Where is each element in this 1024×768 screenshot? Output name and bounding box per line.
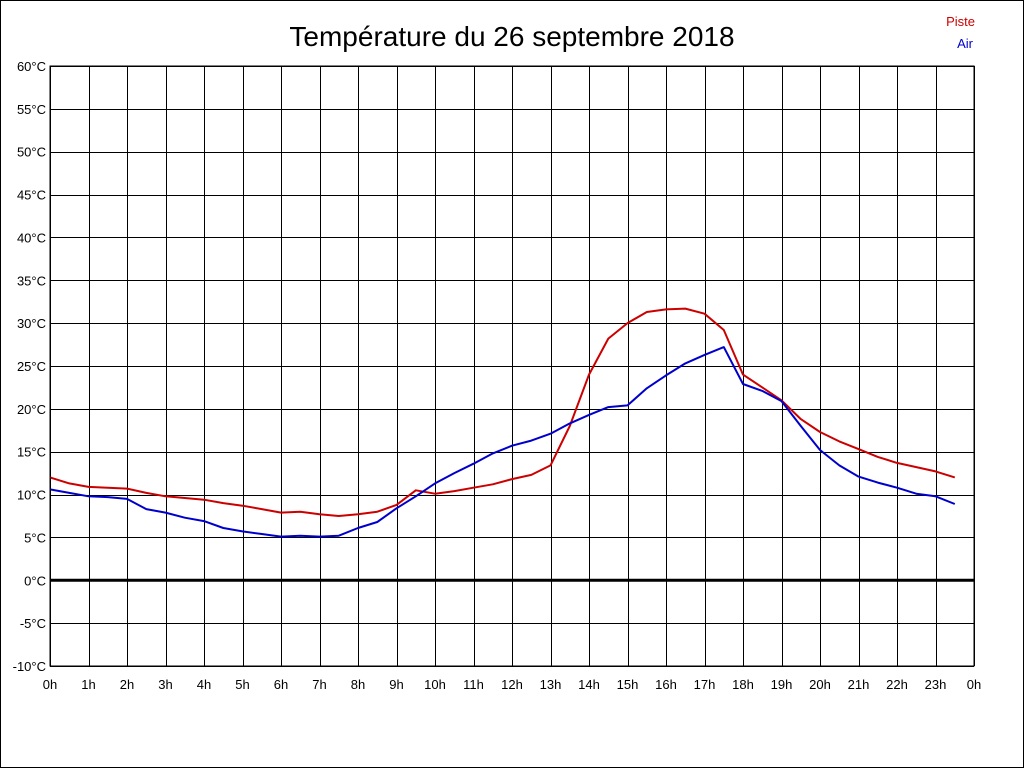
x-tick-label: 7h <box>312 677 326 692</box>
x-tick-label: 9h <box>389 677 403 692</box>
x-tick-label: 14h <box>578 677 600 692</box>
y-tick-label: 55°C <box>17 102 46 117</box>
y-tick-label: 10°C <box>17 488 46 503</box>
y-tick-label: 25°C <box>17 359 46 374</box>
y-tick-label: 40°C <box>17 230 46 245</box>
x-tick-label: 0h <box>967 677 981 692</box>
y-tick-label: 0°C <box>24 573 46 588</box>
y-tick-label: 45°C <box>17 188 46 203</box>
x-tick-label: 17h <box>694 677 716 692</box>
x-tick-label: 2h <box>120 677 134 692</box>
x-tick-label: 20h <box>809 677 831 692</box>
x-tick-label: 21h <box>848 677 870 692</box>
y-tick-label: 30°C <box>17 316 46 331</box>
x-tick-label: 22h <box>886 677 908 692</box>
y-tick-label: 35°C <box>17 273 46 288</box>
x-tick-label: 10h <box>424 677 446 692</box>
y-tick-label: 5°C <box>24 530 46 545</box>
grid <box>50 66 975 667</box>
plot-border <box>49 65 975 667</box>
y-axis-ticks: 60°C 55°C 50°C 45°C 40°C 35°C 30°C 25°C 20°C 15°C… <box>13 59 46 674</box>
x-tick-label: 19h <box>771 677 793 692</box>
y-tick-label: -10°C <box>13 659 46 674</box>
x-tick-label: 3h <box>158 677 172 692</box>
series-layer <box>49 307 956 538</box>
y-tick-label: 15°C <box>17 445 46 460</box>
x-tick-label: 13h <box>540 677 562 692</box>
chart-title: Température du 26 septembre 2018 <box>289 21 734 52</box>
legend-piste: Piste <box>946 14 975 29</box>
y-tick-label: 20°C <box>17 402 46 417</box>
x-tick-label: 11h <box>463 677 484 692</box>
x-tick-label: 5h <box>235 677 249 692</box>
y-tick-label: -5°C <box>20 616 46 631</box>
x-tick-label: 0h <box>43 677 57 692</box>
x-tick-label: 23h <box>925 677 947 692</box>
legend-air: Air <box>957 36 974 51</box>
y-tick-label: 50°C <box>17 145 46 160</box>
x-axis-ticks: 0h 1h 2h 3h 4h 5h 6h 7h 8h 9h 10h 11h 12h 13h 14h 15h 16… <box>43 677 981 692</box>
x-tick-label: 4h <box>197 677 211 692</box>
y-tick-label: 60°C <box>17 59 46 74</box>
series-line-piste <box>49 307 956 517</box>
x-tick-label: 8h <box>351 677 365 692</box>
x-tick-label: 12h <box>501 677 523 692</box>
x-tick-label: 16h <box>655 677 677 692</box>
x-tick-label: 6h <box>274 677 288 692</box>
x-tick-label: 15h <box>617 677 639 692</box>
x-tick-label: 18h <box>732 677 754 692</box>
series-line-air <box>49 346 956 538</box>
x-tick-label: 1h <box>81 677 95 692</box>
